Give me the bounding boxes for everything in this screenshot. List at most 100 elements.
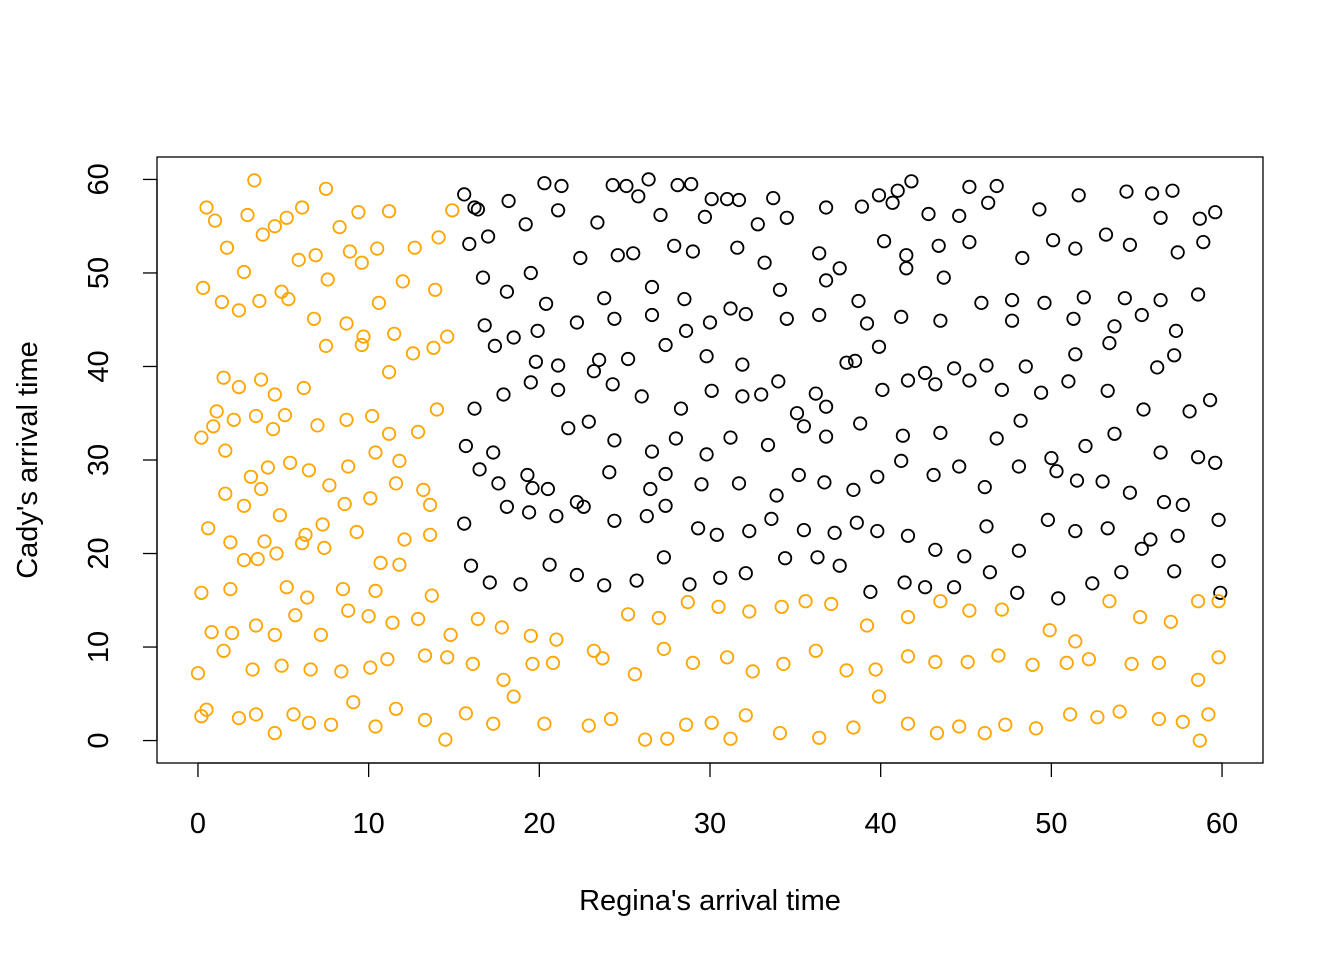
data-point (876, 234, 892, 249)
data-point (1208, 455, 1223, 470)
data-point (1034, 385, 1049, 400)
data-point (1151, 711, 1167, 727)
data-point (839, 663, 854, 678)
data-point (525, 480, 540, 496)
data-point (371, 295, 386, 310)
data-point (294, 200, 310, 215)
data-point (506, 689, 521, 704)
data-point (576, 499, 591, 514)
data-point (257, 534, 272, 549)
data-point (1107, 426, 1122, 441)
data-point (754, 387, 769, 402)
data-point (643, 481, 658, 497)
data-point (1153, 210, 1168, 225)
data-point (440, 329, 455, 344)
x-tick-label: 30 (694, 808, 726, 840)
data-point (1046, 233, 1061, 248)
data-point (591, 352, 607, 367)
data-point (480, 229, 496, 244)
data-point (1114, 565, 1129, 580)
data-point (818, 399, 834, 414)
data-point (1182, 404, 1197, 419)
data-point (991, 648, 1006, 663)
data-point (248, 408, 264, 424)
data-point (731, 476, 747, 491)
data-point (931, 238, 946, 253)
data-point (199, 702, 214, 717)
data-point (470, 202, 485, 217)
data-point (248, 618, 264, 633)
data-point (581, 414, 596, 429)
data-point (620, 351, 636, 367)
data-point (779, 311, 794, 326)
data-point (678, 323, 694, 338)
data-point (742, 523, 757, 539)
data-point (871, 339, 887, 354)
data-point (957, 549, 972, 564)
data-point (318, 338, 334, 353)
data-point (194, 430, 209, 445)
data-point (218, 486, 233, 501)
data-point (463, 558, 479, 573)
data-point (346, 695, 361, 710)
data-point (281, 291, 296, 307)
data-point (1134, 541, 1149, 556)
data-point (684, 177, 699, 192)
data-point (274, 658, 289, 673)
data-point (537, 716, 552, 731)
x-tick-label: 40 (865, 808, 897, 840)
data-point (201, 521, 216, 536)
data-point (381, 426, 397, 441)
data-point (368, 445, 383, 460)
data-point (491, 476, 506, 491)
data-point (428, 282, 443, 297)
data-point (1175, 714, 1190, 730)
data-point (607, 311, 622, 326)
data-point (298, 527, 313, 542)
data-point (561, 421, 576, 436)
data-point (322, 478, 337, 493)
data-point (1112, 704, 1127, 719)
data-point (602, 465, 617, 480)
data-point (772, 282, 788, 297)
data-point (627, 667, 643, 682)
data-point (236, 552, 252, 568)
data-point (634, 389, 649, 404)
data-point (301, 463, 316, 478)
data-point (808, 386, 823, 401)
data-point (569, 567, 585, 583)
data-point (610, 248, 625, 263)
data-point (223, 581, 238, 597)
data-point (586, 364, 602, 379)
data-point (370, 241, 385, 256)
data-point (422, 527, 438, 542)
data-point (477, 318, 492, 333)
data-point (1040, 512, 1056, 528)
data-point (796, 522, 812, 538)
data-point (871, 689, 887, 704)
data-point (960, 654, 975, 670)
data-point (699, 447, 714, 462)
data-point (318, 181, 334, 196)
data-point (337, 496, 352, 512)
data-point (339, 412, 354, 427)
data-point (620, 607, 636, 622)
data-point (267, 219, 282, 234)
data-point (218, 443, 233, 458)
data-point (607, 513, 622, 528)
data-point (385, 615, 400, 630)
x-tick-label: 10 (353, 808, 385, 840)
data-point (1107, 319, 1122, 334)
data-point (962, 603, 977, 618)
data-point (486, 445, 501, 460)
data-point (626, 246, 641, 261)
data-point (458, 438, 473, 454)
data-point (1165, 183, 1180, 198)
data-point (1071, 188, 1086, 203)
data-point (416, 482, 431, 497)
data-point (757, 255, 772, 270)
data-point (667, 238, 682, 253)
data-point (772, 725, 788, 741)
data-point (1066, 311, 1081, 326)
data-point (1191, 672, 1206, 687)
